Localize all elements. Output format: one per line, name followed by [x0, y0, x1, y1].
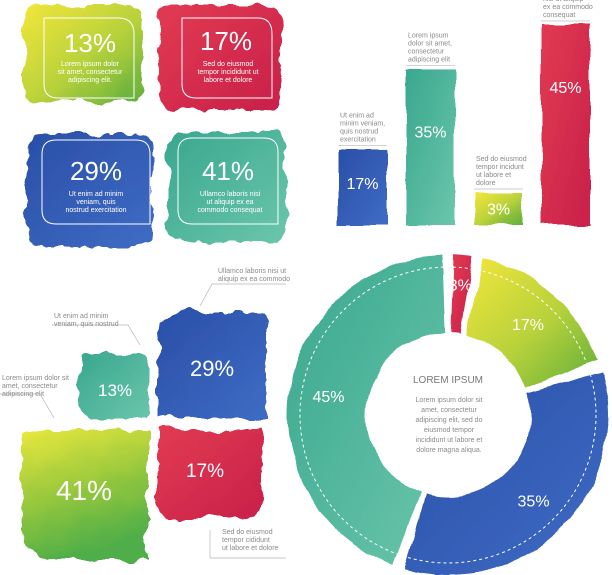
blob-29: 29%	[158, 312, 266, 418]
card-17-line-2: tempor incididunt ut	[197, 69, 258, 76]
leader-13	[52, 324, 141, 346]
card-29-wash	[26, 134, 152, 246]
bar-3-note-4: dolore	[476, 180, 496, 187]
callout-card-29: 29% Ut enim ad minim veniam, quis nostru…	[26, 134, 152, 246]
leader-29	[199, 283, 286, 307]
callout-card-13: 13% Lorem ipsum dolor sit amet, consecte…	[24, 6, 142, 102]
donut-center-line-2: amet, consectetur	[421, 407, 477, 414]
bar-3-label: 3%	[487, 201, 510, 218]
bar-3-note-3: ut labore et	[476, 172, 511, 179]
donut-center-title: LOREM IPSUM	[413, 375, 483, 386]
blob-17-value: 17%	[186, 461, 224, 482]
card-41-line-3: commodo consequat	[198, 207, 263, 214]
bar-4-note-2: nisi ut aliquip	[543, 0, 584, 3]
card-29-line-3: nostrud exercitation	[65, 207, 126, 214]
quad-17-line-3: ut labore et dolore	[222, 545, 279, 552]
donut-slice-3	[403, 370, 608, 575]
card-13-line-2: sit amet, consectetur	[58, 69, 123, 76]
blob-29-wash	[158, 312, 266, 418]
blob-17: 17%	[158, 430, 262, 518]
bar-1-note-1: Ut enim ad	[340, 112, 374, 119]
donut-center-line-4: eiusmod tempor	[424, 427, 475, 434]
quadrant-blobs: 13% 29% 41% 17% Ut enim ad minim veniam,…	[0, 268, 290, 560]
blob-13-wash	[80, 354, 148, 418]
quad-29-line-2: aliquip ex ea commodo	[218, 276, 290, 283]
bar-1	[338, 149, 387, 225]
card-41-value: 41%	[202, 156, 254, 186]
quad-41-line-1: Lorem ipsum dolor sit	[2, 375, 69, 382]
quad-17-line-1: Sed do eiusmod	[222, 529, 273, 536]
bar-1-note-4: exercitation	[340, 136, 376, 143]
bar-2-note-3: consectetur	[408, 48, 445, 55]
card-13-frame	[43, 17, 135, 99]
bar-4-note-4: consequat	[543, 12, 575, 19]
card-29-line-1: Ut enim ad minim	[69, 191, 124, 198]
bar-3	[474, 193, 523, 225]
blob-29-value: 29%	[190, 356, 234, 381]
card-13-wash	[24, 6, 142, 102]
quad-41-line-2: amet, consectetur	[2, 383, 58, 390]
card-17-line-1: Sed do eiusmod	[203, 61, 254, 68]
donut-center-line-5: incididunt ut labore et	[416, 437, 483, 444]
bar-4	[541, 25, 590, 225]
donut-slice-3-label: 35%	[518, 494, 550, 511]
callout-card-41: 41% Ullamco laboris nisi ut aliquip ex e…	[168, 132, 286, 242]
quad-17-line-2: tempor cididunt	[222, 537, 270, 544]
bar-4-note-3: ex ea commodo	[543, 4, 593, 11]
leader-17	[209, 530, 286, 559]
bar-1-note-3: quis nostrud	[340, 128, 378, 135]
quad-29-line-1: Ullamco laboris nisi ut	[218, 268, 286, 275]
bar-1-note-2: minim veniam,	[340, 120, 385, 127]
card-29-frame	[41, 139, 151, 225]
card-13-value: 13%	[64, 28, 116, 58]
bar-1-label: 17%	[346, 176, 378, 193]
donut-chart: 3% 17% 35% 45%	[288, 255, 608, 575]
blob-17-wash	[158, 430, 262, 518]
donut-slice-2-label: 17%	[512, 317, 544, 334]
card-13-line-1: Lorem ipsum dolor	[61, 61, 120, 68]
donut-center-text: LOREM IPSUM Lorem ipsum dolor sit amet, …	[413, 375, 483, 454]
donut-center-line-6: dolore magna aliqua.	[416, 447, 481, 454]
card-41-wash	[168, 132, 286, 242]
donut-slice-4-label: 45%	[312, 389, 344, 406]
bar-2	[406, 69, 455, 225]
callout-card-17: 17% Sed do eiusmod tempor incididunt ut …	[160, 6, 280, 110]
leader-41	[0, 393, 55, 419]
card-17-line-3: labore et dolore	[204, 77, 253, 84]
blob-41-value: 41%	[56, 475, 112, 506]
card-29-line-2: veniam, quis	[76, 199, 116, 206]
blob-41: 41%	[22, 430, 148, 560]
bar-2-note-4: adipiscing elit	[408, 56, 450, 63]
card-41-frame	[177, 137, 279, 225]
card-17-frame	[181, 17, 273, 99]
bar-2-label: 35%	[414, 124, 446, 141]
blob-41-wash	[22, 430, 148, 560]
quad-13-line-2: veniam, quis nostrud	[54, 321, 119, 328]
card-41-line-1: Ullamco laboris nisi	[200, 191, 261, 198]
bar-4-label: 45%	[549, 80, 581, 97]
donut-slice-1-label: 3%	[449, 278, 472, 295]
blob-13: 13%	[80, 354, 148, 418]
bar-3-note-1: Sed do eiusmod	[476, 156, 527, 163]
bar-3-note-2: tempor incidunt	[476, 164, 524, 171]
bar-2-note-1: Lorem ipsum	[408, 32, 449, 39]
quad-41-line-3: adipiscing elit	[2, 391, 44, 398]
bar-2-note-2: dolor sit amet,	[408, 40, 452, 47]
card-13-line-3: adipiscing elit.	[68, 77, 112, 84]
quad-13-line-1: Ut enim ad minim	[54, 313, 109, 320]
donut-slice-2	[466, 258, 599, 387]
donut-center-line-1: Lorem ipsum dolor sit	[416, 397, 483, 404]
donut-dashed-ring	[299, 266, 597, 564]
card-17-wash	[160, 6, 280, 110]
donut-slice-1	[450, 255, 473, 334]
blob-13-value: 13%	[98, 381, 132, 400]
card-29-value: 29%	[70, 156, 122, 186]
card-17-value: 17%	[200, 26, 252, 56]
donut-slice-4	[288, 255, 446, 566]
card-41-line-2: ut aliquip ex ea	[206, 199, 253, 206]
donut-center-line-3: adipiscing elit, sed do	[416, 417, 483, 424]
